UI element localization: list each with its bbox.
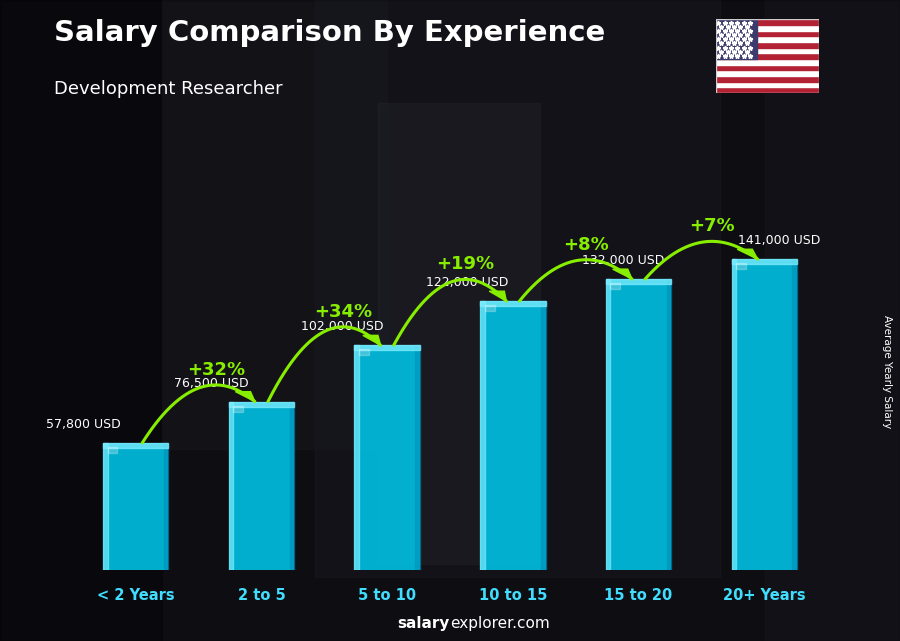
Polygon shape — [236, 392, 255, 401]
Bar — [541, 301, 545, 570]
Bar — [732, 259, 797, 264]
Polygon shape — [737, 249, 758, 259]
Bar — [229, 401, 294, 407]
FancyBboxPatch shape — [103, 443, 168, 570]
Text: explorer.com: explorer.com — [450, 617, 550, 631]
Text: 122,000 USD: 122,000 USD — [427, 276, 508, 289]
Text: +7%: +7% — [689, 217, 734, 235]
Bar — [315, 0, 720, 577]
Bar — [355, 345, 419, 351]
Polygon shape — [613, 269, 632, 279]
Text: +34%: +34% — [314, 303, 373, 321]
Bar — [716, 31, 819, 37]
Text: +8%: +8% — [563, 236, 609, 254]
Polygon shape — [363, 335, 381, 345]
Bar — [108, 447, 117, 453]
Bar — [481, 301, 545, 306]
Bar — [485, 305, 495, 311]
Bar — [355, 345, 359, 570]
FancyBboxPatch shape — [732, 259, 797, 570]
Bar — [716, 37, 819, 42]
Bar — [164, 443, 168, 570]
Text: 15 to 20: 15 to 20 — [605, 588, 672, 603]
Text: Salary Comparison By Experience: Salary Comparison By Experience — [54, 19, 605, 47]
Bar — [765, 0, 900, 641]
Bar — [103, 443, 168, 448]
Bar — [716, 19, 757, 59]
Bar — [0, 0, 162, 641]
Bar — [716, 42, 819, 47]
Bar — [233, 406, 243, 412]
Bar — [359, 349, 369, 355]
Text: Development Researcher: Development Researcher — [54, 80, 283, 98]
Bar — [716, 25, 819, 31]
Text: 57,800 USD: 57,800 USD — [46, 418, 121, 431]
Bar — [610, 283, 620, 289]
Bar — [792, 259, 797, 570]
FancyBboxPatch shape — [229, 401, 294, 570]
Bar — [716, 59, 819, 65]
Text: 20+ Years: 20+ Years — [723, 588, 806, 603]
Bar — [736, 263, 746, 269]
Text: 102,000 USD: 102,000 USD — [301, 320, 383, 333]
Text: 5 to 10: 5 to 10 — [358, 588, 416, 603]
Bar — [667, 279, 671, 570]
Bar — [716, 65, 819, 71]
Bar — [103, 443, 108, 570]
Text: 76,500 USD: 76,500 USD — [174, 377, 248, 390]
Text: 132,000 USD: 132,000 USD — [582, 254, 665, 267]
Bar — [606, 279, 610, 570]
Bar — [415, 345, 419, 570]
Bar — [716, 53, 819, 59]
Bar — [716, 47, 819, 53]
FancyBboxPatch shape — [606, 279, 671, 570]
Bar — [162, 0, 387, 449]
FancyBboxPatch shape — [355, 345, 419, 570]
Text: +19%: +19% — [436, 255, 494, 274]
Bar — [716, 71, 819, 76]
Bar — [290, 401, 294, 570]
Text: Average Yearly Salary: Average Yearly Salary — [881, 315, 892, 428]
Bar — [481, 301, 485, 570]
Bar — [716, 19, 819, 25]
Text: +32%: +32% — [187, 361, 245, 379]
Text: 2 to 5: 2 to 5 — [238, 588, 285, 603]
Bar — [716, 81, 819, 87]
Bar — [606, 279, 671, 284]
Text: < 2 Years: < 2 Years — [97, 588, 175, 603]
Text: salary: salary — [398, 617, 450, 631]
Text: 141,000 USD: 141,000 USD — [738, 234, 821, 247]
Bar — [378, 103, 540, 564]
Bar — [229, 401, 233, 570]
Text: 10 to 15: 10 to 15 — [479, 588, 547, 603]
Polygon shape — [490, 291, 507, 301]
FancyBboxPatch shape — [481, 301, 545, 570]
Bar — [716, 76, 819, 81]
Bar — [716, 87, 819, 93]
Bar — [732, 259, 736, 570]
